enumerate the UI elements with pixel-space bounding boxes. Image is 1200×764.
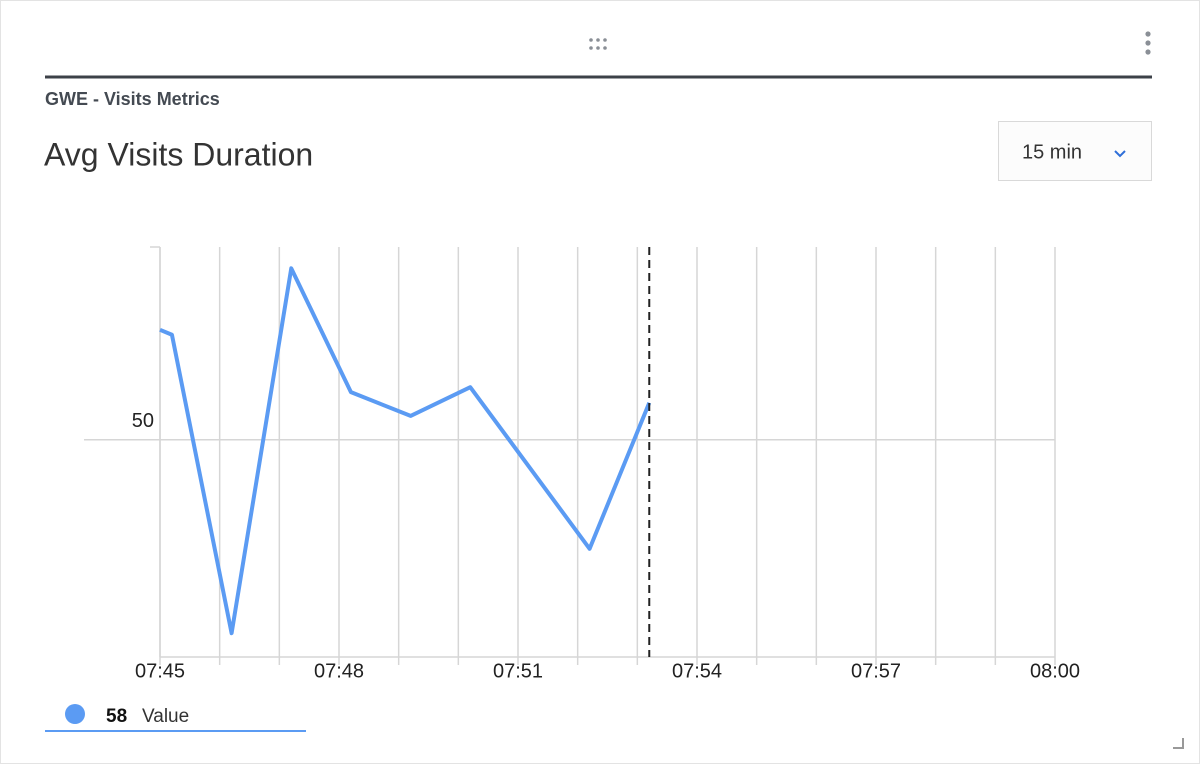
menu-button[interactable] [1145, 31, 1151, 55]
x-tick-label: 07:54 [672, 660, 722, 682]
x-tick-label: 08:00 [1030, 660, 1080, 682]
legend-swatch[interactable] [65, 704, 85, 724]
widget-title: Avg Visits Duration [44, 136, 313, 172]
x-tick-label: 07:57 [851, 660, 901, 682]
series-line [159, 266, 652, 636]
x-tick-label: 07:48 [314, 660, 364, 682]
legend-label[interactable]: Value [142, 706, 189, 727]
x-tick-label: 07:45 [135, 660, 185, 682]
legend-value[interactable]: 58 [106, 706, 127, 727]
resize-handle[interactable] [1173, 738, 1184, 749]
dropdown-chevron[interactable] [1114, 150, 1126, 158]
range-dropdown[interactable]: 15 min [998, 121, 1152, 181]
dropdown-box[interactable] [998, 121, 1152, 181]
x-tick-label: 07:51 [493, 660, 543, 682]
plot: 50 07:45 07:48 07:51 07:54 07:57 08:00 [84, 246, 1080, 682]
y-tick-label: 50 [132, 410, 154, 432]
dropdown-label[interactable]: 15 min [1022, 141, 1082, 163]
drag-handle[interactable] [589, 38, 607, 50]
legend[interactable]: 58 Value [45, 704, 306, 732]
widget-subtitle: GWE - Visits Metrics [45, 89, 220, 109]
